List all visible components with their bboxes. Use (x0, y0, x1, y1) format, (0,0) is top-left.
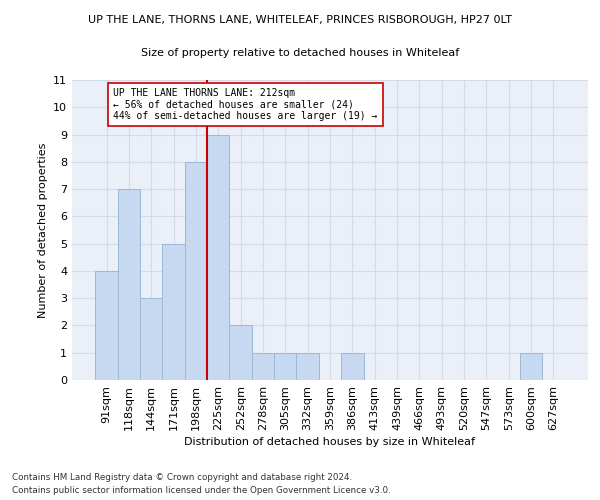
Bar (118, 189, 140, 380)
Bar (229, 326, 252, 380)
Y-axis label: Number of detached properties: Number of detached properties (38, 142, 47, 318)
Bar (185, 162, 207, 380)
Text: Contains HM Land Registry data © Crown copyright and database right 2024.: Contains HM Land Registry data © Crown c… (12, 474, 352, 482)
Bar (296, 352, 319, 380)
Bar (341, 352, 364, 380)
Bar (140, 298, 163, 380)
Bar (163, 244, 185, 380)
X-axis label: Distribution of detached houses by size in Whiteleaf: Distribution of detached houses by size … (185, 437, 476, 447)
Bar (207, 134, 229, 380)
Text: Size of property relative to detached houses in Whiteleaf: Size of property relative to detached ho… (141, 48, 459, 58)
Text: UP THE LANE, THORNS LANE, WHITELEAF, PRINCES RISBOROUGH, HP27 0LT: UP THE LANE, THORNS LANE, WHITELEAF, PRI… (88, 15, 512, 25)
Text: UP THE LANE THORNS LANE: 212sqm
← 56% of detached houses are smaller (24)
44% of: UP THE LANE THORNS LANE: 212sqm ← 56% of… (113, 88, 377, 122)
Bar (520, 352, 542, 380)
Bar (274, 352, 296, 380)
Text: Contains public sector information licensed under the Open Government Licence v3: Contains public sector information licen… (12, 486, 391, 495)
Bar (252, 352, 274, 380)
Bar (95, 271, 118, 380)
